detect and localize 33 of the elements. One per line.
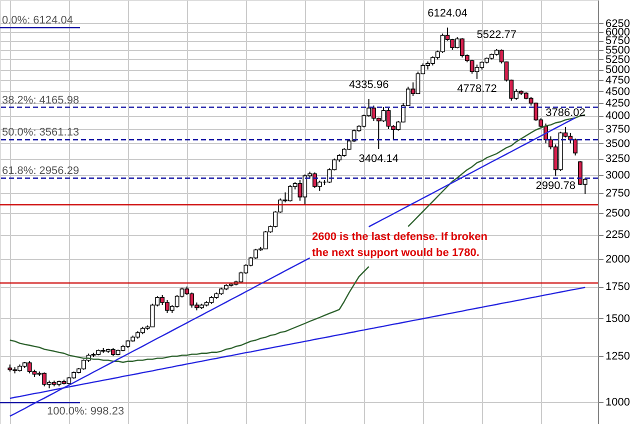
y-tick-label: 4250 — [606, 98, 630, 110]
y-tick-label: 2250 — [606, 229, 630, 242]
y-tick-label: 3500 — [606, 138, 630, 150]
y-tick-label: 1000 — [606, 396, 630, 409]
y-tick-label: 2500 — [606, 207, 630, 220]
y-tick-label: 3750 — [606, 124, 630, 136]
candlestick — [573, 138, 578, 156]
y-tick-label: 1750 — [606, 281, 630, 294]
ref-line-label: 0.0%: 6124.04 — [2, 14, 73, 27]
ref-line-label: 38.2%: 4165.98 — [2, 94, 80, 106]
annotation: 3404.14 — [358, 153, 399, 166]
annotation: 6124.04 — [428, 8, 468, 20]
y-tick-label: 5500 — [606, 44, 630, 56]
y-tick-label: 4500 — [606, 86, 630, 98]
annotation: 4335.96 — [348, 79, 389, 92]
ref-line-label: 61.8%: 2956.29 — [2, 165, 80, 178]
y-tick-label: 4750 — [606, 74, 630, 87]
y-tick-label: 3000 — [606, 170, 630, 182]
y-tick-label: 5000 — [606, 64, 630, 76]
y-tick-label: 5250 — [606, 54, 630, 66]
y-tick-label: 1250 — [606, 350, 630, 363]
ref-line-label: 50.0%: 3561.13 — [2, 126, 80, 139]
annotation: 3786.02 — [546, 107, 586, 120]
y-tick-label: 1500 — [606, 312, 630, 325]
ref-line-label: 100.0%: 998.23 — [47, 406, 124, 418]
annotation: 5522.77 — [476, 28, 517, 41]
y-tick-label: 2000 — [606, 253, 630, 266]
annotation: 4778.72 — [457, 82, 497, 95]
y-tick-label: 3250 — [606, 153, 630, 166]
y-tick-label: 4000 — [606, 110, 630, 122]
annotation: 2990.78 — [536, 180, 576, 192]
annotation: 2600 is the last defense. If broken the next support would be 1780. — [312, 231, 488, 259]
y-tick-label: 2750 — [606, 188, 630, 200]
